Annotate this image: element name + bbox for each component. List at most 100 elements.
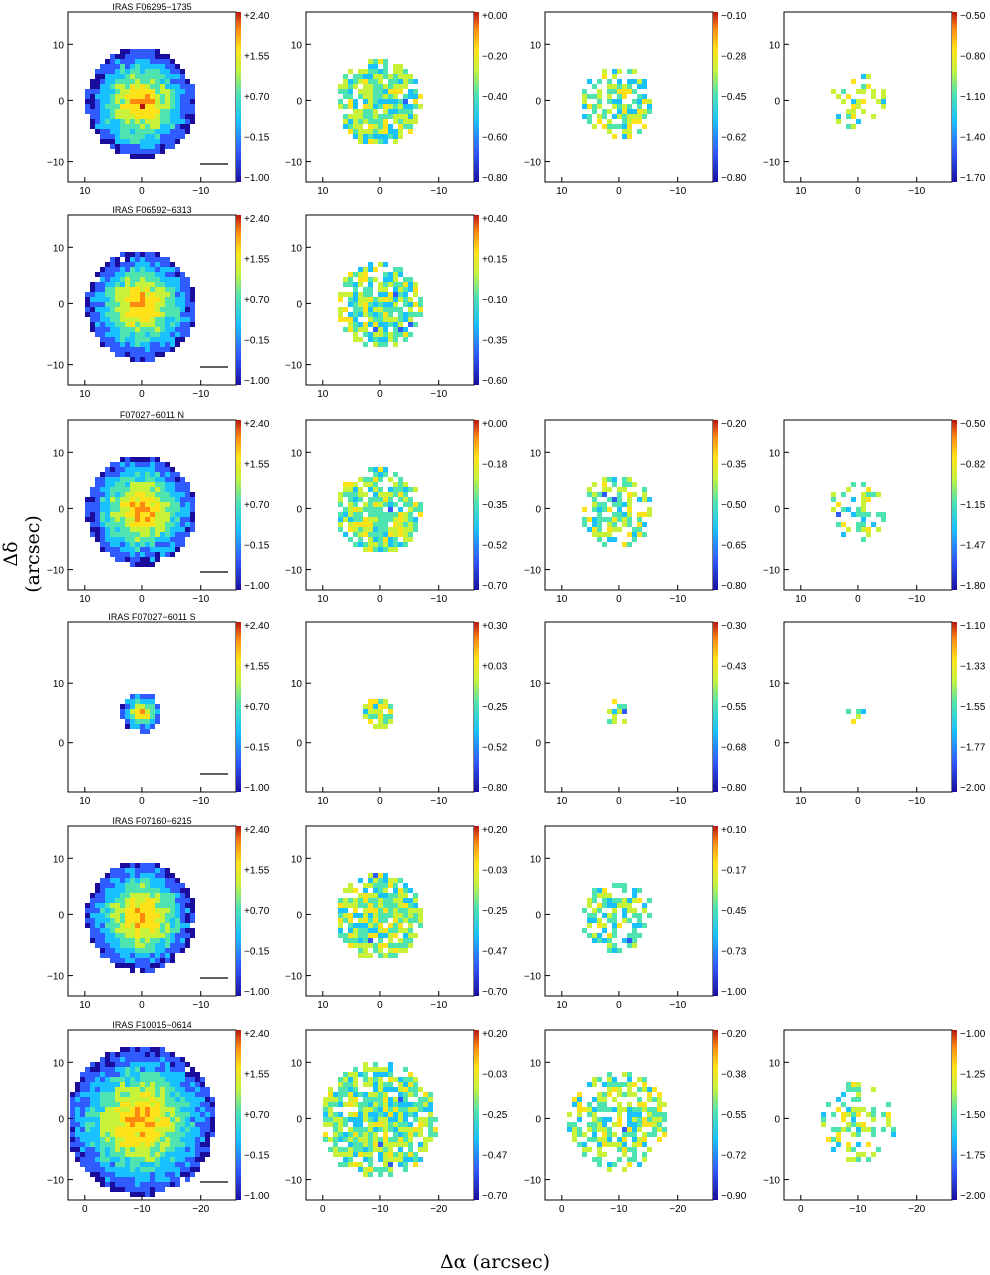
colorbar: [236, 1030, 241, 1200]
colorbar-tick-label: −0.20: [482, 52, 508, 63]
x-tick-label: 0: [616, 1000, 622, 1011]
colorbar: [236, 622, 241, 792]
x-tick-label: 10: [795, 594, 807, 605]
x-tick-label: −10: [430, 389, 447, 400]
colorbar-tick-label: −0.15: [244, 947, 270, 958]
colorbar: [713, 12, 718, 182]
colorbar-tick-label: +2.40: [244, 11, 270, 22]
y-tick-label: −10: [763, 1176, 780, 1187]
y-tick-label: −10: [285, 972, 302, 983]
panel-title: IRAS F06592−6313: [112, 205, 191, 215]
x-tick-label: 10: [556, 186, 568, 197]
x-tick-label: 0: [616, 796, 622, 807]
y-tick-label: 10: [53, 1058, 65, 1069]
colorbar-tick-label: +0.70: [244, 500, 270, 511]
colorbar: [713, 1030, 718, 1200]
x-tick-label: 0: [377, 796, 383, 807]
colorbar-tick-label: −0.68: [721, 743, 747, 754]
colorbar-tick-label: −1.00: [244, 581, 270, 592]
colorbar-tick-label: −1.80: [960, 581, 986, 592]
colorbar-tick-label: −0.52: [482, 743, 508, 754]
colorbar-tick-label: −1.55: [960, 702, 986, 713]
y-tick-label: 0: [296, 299, 302, 310]
colorbar-tick-label: −0.50: [960, 11, 986, 22]
map-panel: −0.20 −0.35 −0.50 −0.65 −0.80 10 0 −10 10 0 −10: [524, 419, 747, 605]
x-tick-label: −10: [669, 796, 686, 807]
colorbar-tick-label: −1.10: [960, 92, 986, 103]
map-panel: −0.20 −0.38 −0.55 −0.72 −0.90 10 0 −10 0 −10 −20: [524, 1029, 747, 1215]
colorbar-tick-label: +0.40: [482, 214, 508, 225]
x-tick-label: 0: [855, 594, 861, 605]
colorbar-tick-label: +0.70: [244, 702, 270, 713]
map-panel: +0.40 +0.15 −0.10 −0.35 −0.60 10 0 −10 10 0 −10: [285, 214, 508, 400]
colorbar: [713, 622, 718, 792]
y-tick-label: 0: [535, 739, 541, 750]
colorbar-tick-label: −1.00: [244, 376, 270, 387]
colorbar: [952, 12, 957, 182]
colorbar-tick-label: +0.70: [244, 1110, 270, 1121]
y-tick-label: −10: [763, 566, 780, 577]
x-tick-label: −10: [192, 186, 209, 197]
map-panel: −0.30 −0.43 −0.55 −0.68 −0.80 10 0 10 0 −10: [530, 621, 747, 807]
colorbar-tick-label: +0.20: [482, 825, 508, 836]
map-panel: −0.50 −0.82 −1.15 −1.47 −1.80 10 0 −10 10 0 −10: [763, 419, 986, 605]
colorbar-tick-label: −0.43: [721, 662, 747, 673]
y-tick-label: 10: [530, 679, 542, 690]
colorbar-tick-label: −0.15: [244, 133, 270, 144]
colorbar-tick-label: +1.55: [244, 52, 270, 63]
colorbar: [236, 12, 241, 182]
map-panel: +2.40 +1.55 +0.70 −0.15 −1.00 10 0 −10 0 −10 −20 IR…: [47, 1020, 270, 1215]
y-tick-label: 10: [291, 40, 303, 51]
panel-title: F07027−6011 N: [120, 410, 184, 420]
colorbar: [474, 420, 479, 590]
x-tick-label: 0: [139, 186, 145, 197]
panel-title: IRAS F07160−6215: [112, 816, 191, 826]
colorbar-tick-label: +0.15: [482, 255, 508, 266]
colorbar-tick-label: −1.15: [960, 500, 986, 511]
x-tick-label: −20: [908, 1204, 925, 1215]
x-tick-label: 0: [855, 186, 861, 197]
x-tick-label: 10: [79, 594, 91, 605]
colorbar-tick-label: −0.17: [721, 866, 747, 877]
colorbar-tick-label: −0.18: [482, 460, 508, 471]
colorbar-tick-label: +0.00: [482, 11, 508, 22]
x-tick-label: −10: [192, 796, 209, 807]
x-tick-label: 0: [616, 594, 622, 605]
x-tick-label: −10: [908, 796, 925, 807]
map-panel: +0.00 −0.20 −0.40 −0.60 −0.80 10 0 −10 10 0 −10: [285, 11, 508, 197]
y-tick-label: 10: [291, 448, 303, 459]
y-tick-label: 10: [291, 243, 303, 254]
x-tick-label: −10: [669, 186, 686, 197]
colorbar-tick-label: −0.47: [482, 947, 508, 958]
colorbar-tick-label: +0.00: [482, 419, 508, 430]
panel-frame: [783, 11, 953, 183]
x-tick-label: −10: [192, 1000, 209, 1011]
colorbar-tick-label: −1.70: [960, 173, 986, 184]
colorbar: [474, 826, 479, 996]
colorbar: [474, 622, 479, 792]
map-panel: +0.00 −0.18 −0.35 −0.52 −0.70 10 0 −10 10 0 −10: [285, 419, 508, 605]
colorbar-tick-label: −0.55: [721, 702, 747, 713]
map-panel: +0.10 −0.17 −0.45 −0.73 −1.00 10 0 −10 10 0 −10: [524, 825, 747, 1011]
x-tick-label: −10: [610, 1204, 627, 1215]
y-tick-label: 0: [535, 504, 541, 515]
y-tick-label: 0: [296, 96, 302, 107]
map-panel: +2.40 +1.55 +0.70 −0.15 −1.00 10 0 −10 10 0 −10 IRA…: [47, 205, 270, 400]
y-tick-label: −10: [524, 566, 541, 577]
colorbar-tick-label: −0.28: [721, 52, 747, 63]
colorbar-tick-label: −1.00: [960, 1029, 986, 1040]
colorbar: [713, 420, 718, 590]
y-tick-label: 0: [774, 739, 780, 750]
x-tick-label: 0: [139, 389, 145, 400]
map-panel: +2.40 +1.55 +0.70 −0.15 −1.00 10 0 −10 10 0 −10 IRA…: [47, 816, 270, 1011]
colorbar-tick-label: −0.60: [482, 133, 508, 144]
panel-title: IRAS F10015−0614: [112, 1020, 191, 1030]
colorbar-tick-label: +2.40: [244, 621, 270, 632]
colorbar-tick-label: +0.20: [482, 1029, 508, 1040]
x-tick-label: −10: [430, 186, 447, 197]
map-panel: −1.00 −1.25 −1.50 −1.75 −2.00 10 0 −10 0 −10 −20: [763, 1029, 986, 1215]
x-tick-label: 10: [795, 796, 807, 807]
map-panel: −0.10 −0.28 −0.45 −0.62 −0.80 10 0 −10 10 0 −10: [524, 11, 747, 197]
colorbar-tick-label: −0.90: [721, 1191, 747, 1202]
